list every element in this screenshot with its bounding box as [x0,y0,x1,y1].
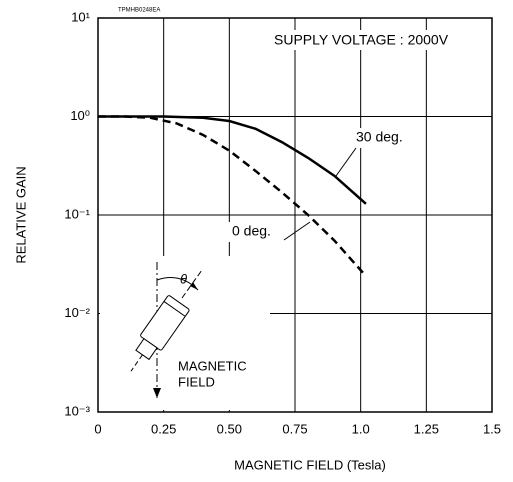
leader-line [335,147,357,177]
pmt-window [163,301,186,317]
series-line [98,115,367,277]
field-arrow [153,388,161,398]
leader-line [283,221,311,241]
theta: θ [180,271,187,286]
label-bg [352,128,422,148]
x-tick-label: 0 [94,421,101,436]
label-bg [228,222,286,242]
condition-bg [268,30,484,50]
y-tick-label: 10⁻¹ [64,206,90,221]
y-tick-label: 10⁻² [64,305,90,320]
lines [98,115,367,277]
x-axis-title: MAGNETIC FIELD (Tesla) [234,457,386,472]
series-label-30: 30 deg. [335,128,422,177]
x-tick-label: 1.5 [483,421,501,436]
x-tick-label: 0.50 [217,421,242,436]
y-tick-label: 10⁰ [70,108,90,123]
pmt [130,295,190,372]
tube-axis [181,269,203,299]
inset-diagram: θ MAGNETIC FIELD [100,256,270,410]
figure-code: TPMHB0248EA [118,8,160,14]
y-axis-title: RELATIVE GAIN [13,166,28,263]
inset-label: MAGNETIC [178,358,247,373]
x-tick-label: 0.75 [282,421,307,436]
condition: SUPPLY VOLTAGE : 2000V [274,32,449,48]
angle-arrow [190,282,198,290]
series-label: 30 deg. [356,129,403,145]
series-label: 0 deg. [232,223,271,239]
pmt-axis [130,354,143,372]
inset-label: FIELD [178,374,215,389]
plot-frame [97,17,493,413]
series-label-0: 0 deg. [228,221,311,242]
inset-bg [100,256,270,410]
x-tick-label: 0.25 [151,421,176,436]
condition-box: SUPPLY VOLTAGE : 2000V [268,30,484,50]
x-tick-label: 1.25 [414,421,439,436]
x-tick-label: 1.0 [352,421,370,436]
series-line [98,115,367,205]
y-tick-label: 10⁻³ [64,403,90,418]
y-tick-label: 10¹ [71,9,90,24]
